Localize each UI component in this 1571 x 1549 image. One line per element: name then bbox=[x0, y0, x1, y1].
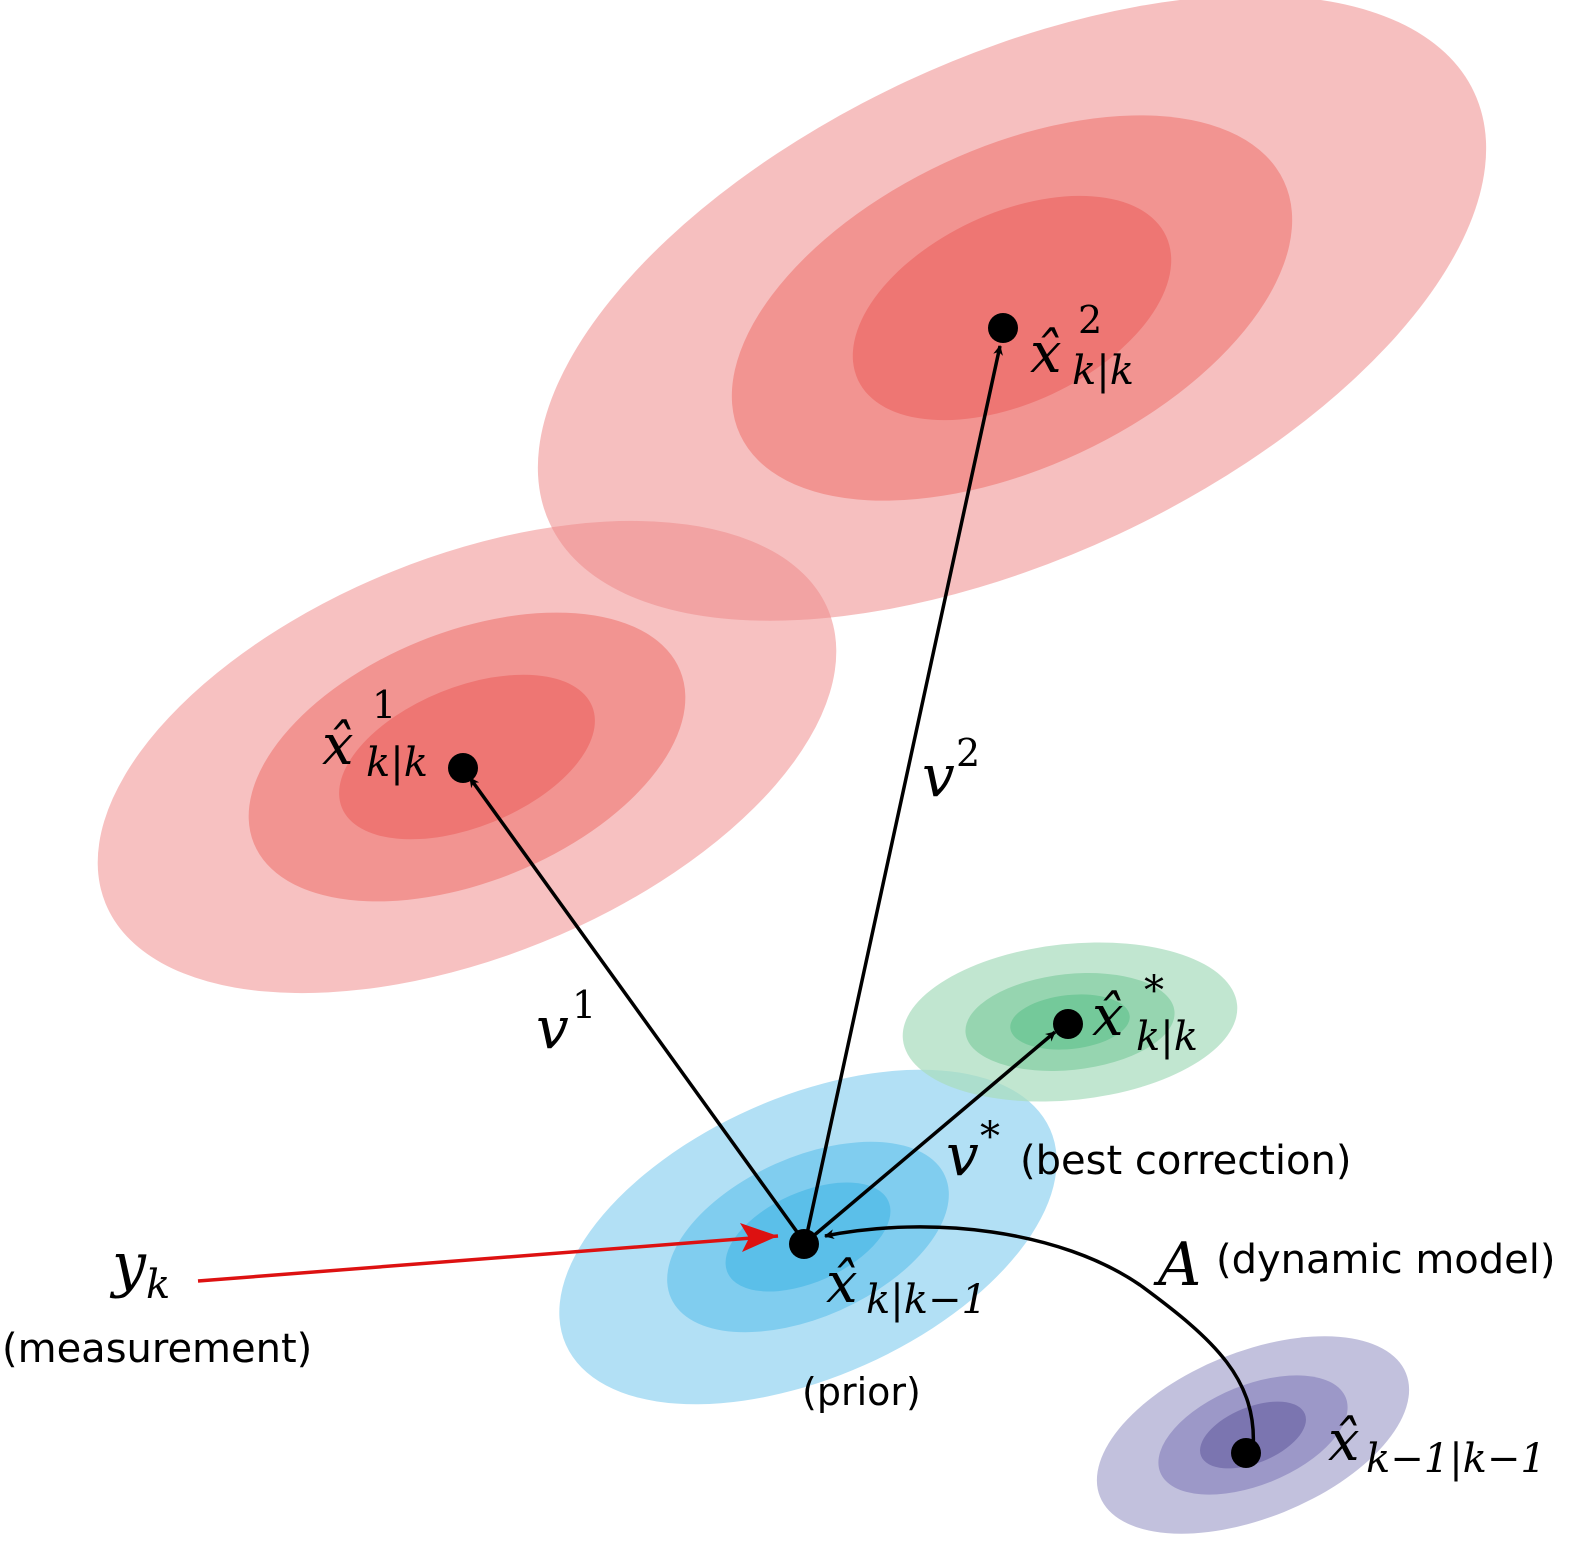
dynamic-model-symbol: A bbox=[1153, 1230, 1201, 1300]
dynamic-model-note: (dynamic model) bbox=[1216, 1237, 1555, 1283]
v1-symbol: v bbox=[536, 994, 569, 1062]
previous-state-label: x̂ k−1|k−1 bbox=[1328, 1409, 1546, 1482]
measurement-arrow bbox=[197, 1234, 779, 1283]
posterior-2-superscript: 2 bbox=[1078, 298, 1102, 342]
vstar-label: v * (best correction) bbox=[946, 1114, 1351, 1189]
posterior-1-point bbox=[448, 753, 478, 783]
prior-note: (prior) bbox=[802, 1370, 921, 1414]
measurement-arrow-head bbox=[740, 1223, 778, 1252]
previous-state-subscript: k−1|k−1 bbox=[1366, 1436, 1546, 1482]
posterior-1-superscript: 1 bbox=[372, 683, 396, 727]
measurement-symbol: y bbox=[109, 1230, 147, 1300]
posterior-2-symbol: x̂ bbox=[1030, 321, 1062, 386]
prior-symbol: x̂ bbox=[826, 1251, 858, 1316]
posterior-1-label: x̂ 1 k|k bbox=[322, 683, 428, 786]
prior-label: x̂ k|k−1 (prior) bbox=[802, 1251, 987, 1414]
vstar-superscript: * bbox=[980, 1114, 1000, 1160]
best-posterior-point bbox=[1053, 1009, 1083, 1039]
posterior-2-label: x̂ 2 k|k bbox=[1030, 298, 1134, 394]
previous-state-symbol: x̂ bbox=[1328, 1409, 1360, 1474]
previous-state-point bbox=[1231, 1438, 1261, 1468]
prior-point bbox=[789, 1229, 819, 1259]
v2-arrow bbox=[803, 345, 1003, 1244]
posterior-2-point bbox=[988, 313, 1018, 343]
dynamic-model-label: A (dynamic model) bbox=[1153, 1230, 1555, 1300]
vstar-note: (best correction) bbox=[1020, 1138, 1351, 1184]
measurement-note: (measurement) bbox=[2, 1326, 312, 1372]
posterior-2-subscript: k|k bbox=[1072, 348, 1134, 394]
vstar-symbol: v bbox=[946, 1121, 979, 1189]
v2-superscript: 2 bbox=[956, 731, 980, 775]
v1-superscript: 1 bbox=[572, 983, 596, 1027]
best-posterior-label: x̂ * k|k bbox=[1092, 968, 1198, 1060]
best-posterior-subscript: k|k bbox=[1136, 1014, 1198, 1060]
posterior-2-distribution bbox=[537, 0, 1487, 621]
posterior-2-inner-contour bbox=[852, 195, 1172, 421]
v1-label: v 1 bbox=[536, 983, 596, 1062]
v2-label: v 2 bbox=[922, 731, 980, 810]
posterior-1-symbol: x̂ bbox=[322, 713, 354, 778]
measurement-subscript: k bbox=[146, 1262, 170, 1308]
vstar-arrow bbox=[803, 1030, 1057, 1245]
measurement-label: y k (measurement) bbox=[2, 1230, 312, 1372]
dynamic-model-arrow bbox=[824, 1225, 1256, 1451]
v2-symbol: v bbox=[922, 742, 955, 810]
v1-arrow bbox=[468, 776, 807, 1245]
best-posterior-superscript: * bbox=[1144, 968, 1164, 1014]
best-posterior-symbol: x̂ bbox=[1092, 984, 1124, 1049]
prior-subscript: k|k−1 bbox=[866, 1277, 987, 1323]
posterior-1-subscript: k|k bbox=[366, 740, 428, 786]
